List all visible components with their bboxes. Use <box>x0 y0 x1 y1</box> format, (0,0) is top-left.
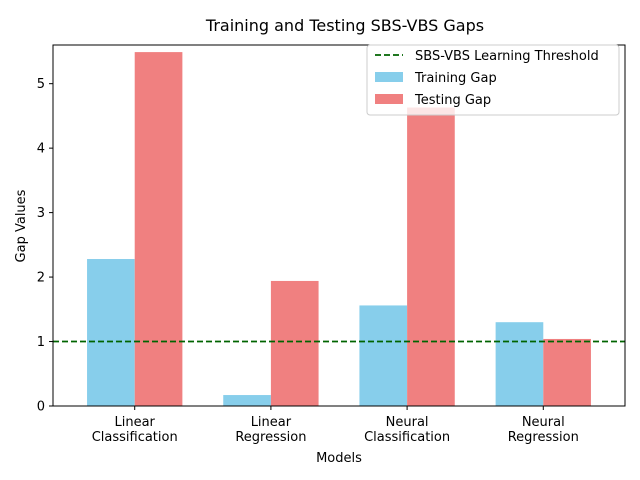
x-axis-label: Models <box>316 451 362 466</box>
y-tick-label: 5 <box>37 77 45 92</box>
y-tick-label: 4 <box>37 142 45 157</box>
legend-testing-swatch <box>375 94 403 104</box>
bar-training-1 <box>223 395 271 406</box>
chart-title: Training and Testing SBS-VBS Gaps <box>205 16 484 35</box>
y-tick-label: 3 <box>37 206 45 221</box>
legend-training-label: Training Gap <box>414 71 497 86</box>
legend-box <box>366 44 620 116</box>
bar-training-0 <box>87 259 135 406</box>
legend-threshold-label: SBS-VBS Learning Threshold <box>415 49 599 64</box>
y-axis: 0 1 2 3 4 5 <box>37 77 53 415</box>
plot-frame <box>52 44 626 407</box>
bar-testing-1 <box>270 280 319 406</box>
y-tick-label: 0 <box>37 400 45 415</box>
bar-training-3 <box>495 322 544 406</box>
bar-testing-0 <box>134 52 183 407</box>
legend-training-swatch <box>375 72 403 82</box>
y-tick-label: 1 <box>37 335 45 350</box>
y-axis-label: Gap Values <box>14 189 29 262</box>
x-tick-label: Linear Classification <box>92 415 178 445</box>
bar-training-2 <box>359 305 408 406</box>
bar-testing-2 <box>407 107 455 406</box>
x-tick-label: Neural Classification <box>364 415 450 445</box>
x-tick-label: Neural Regression <box>508 415 579 445</box>
bar-testing-3 <box>543 338 591 406</box>
y-tick-label: 2 <box>37 271 45 286</box>
legend: SBS-VBS Learning Threshold Training Gap Te… <box>366 44 620 116</box>
legend-testing-label: Testing Gap <box>414 93 491 108</box>
x-axis: Linear Classification Linear Regression Neur… <box>92 406 579 445</box>
x-tick-label: Linear Regression <box>235 415 306 445</box>
plot-area <box>53 52 625 407</box>
